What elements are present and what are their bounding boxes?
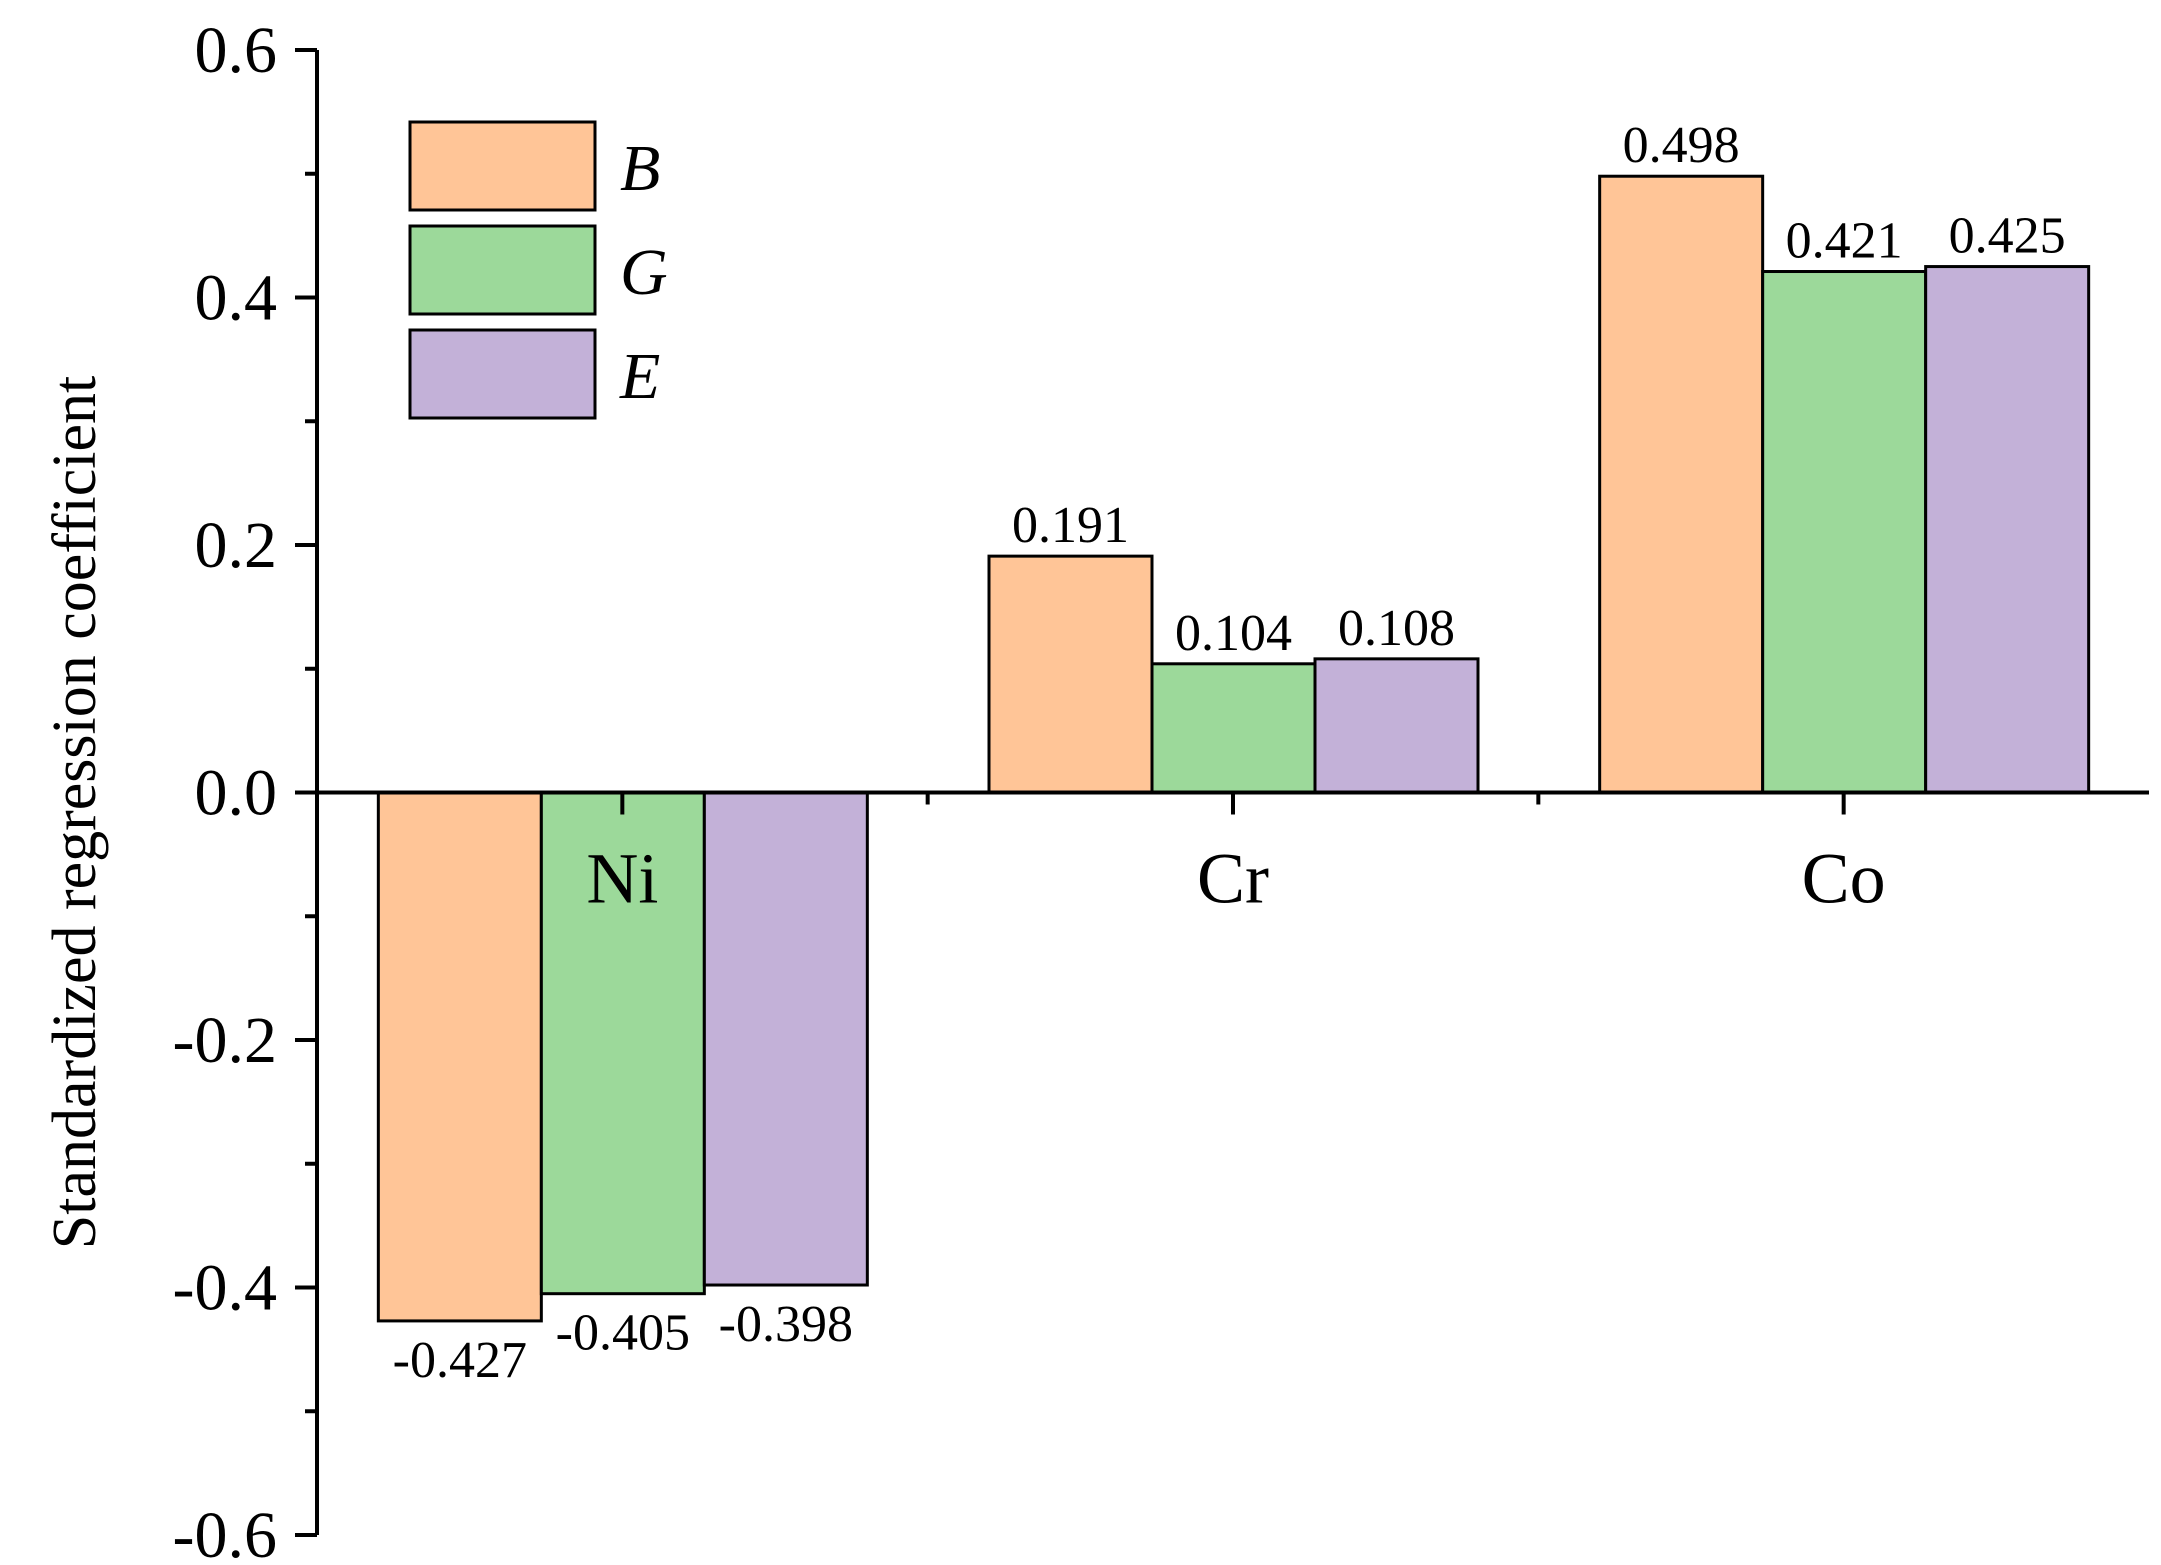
- y-tick-label: -0.6: [173, 1499, 277, 1565]
- x-category-label-cr: Cr: [1197, 839, 1269, 919]
- y-tick-label: 0.2: [195, 509, 278, 582]
- bar-ni-e: [702, 791, 869, 1287]
- data-label-ni-e: -0.398: [719, 1296, 853, 1353]
- bar-cr-b: [987, 554, 1154, 795]
- bar-cr-e: [1313, 657, 1480, 794]
- data-label-co-g: 0.421: [1786, 213, 1903, 270]
- data-label-co-e: 0.425: [1949, 208, 2066, 265]
- y-tick-label: 0.6: [195, 14, 278, 87]
- legend: BGE: [408, 120, 668, 420]
- bar-co-e: [1924, 265, 2091, 794]
- x-category-label-ni: Ni: [586, 839, 658, 919]
- legend-swatch-b: [408, 120, 597, 212]
- legend-swatch-e: [408, 328, 597, 420]
- y-tick-label: -0.4: [173, 1252, 277, 1325]
- data-label-cr-b: 0.191: [1012, 497, 1129, 554]
- x-category-label-co: Co: [1802, 839, 1886, 919]
- bar-cr-g: [1150, 662, 1317, 794]
- data-label-ni-g: -0.405: [556, 1305, 690, 1362]
- data-label-cr-g: 0.104: [1175, 605, 1292, 662]
- bars-layer: [376, 174, 2091, 1323]
- legend-label-b: B: [620, 132, 660, 205]
- y-tick-label: 0.4: [195, 262, 278, 335]
- axes-layer: -0.6 -0.4 -0.2 0.0 0.2 0.4 0.6 Ni Cr Co Standardiz…: [41, 14, 2149, 1565]
- legend-label-e: E: [619, 340, 660, 413]
- bar-ni-b: [376, 791, 543, 1323]
- bar-co-g: [1761, 270, 1928, 794]
- bar-co-b: [1598, 174, 1765, 795]
- bar-ni-g: [539, 791, 706, 1296]
- legend-swatch-g: [408, 224, 597, 316]
- labels-layer: -0.427 -0.405 -0.398 0.191 0.104 0.108 0.498 0.…: [393, 117, 2066, 1389]
- data-label-co-b: 0.498: [1623, 117, 1740, 174]
- y-tick-label: -0.2: [173, 1004, 277, 1077]
- data-label-ni-b: -0.427: [393, 1332, 527, 1389]
- data-label-cr-e: 0.108: [1338, 600, 1455, 657]
- y-axis-title: Standardized regression coefficient: [41, 376, 109, 1249]
- y-tick-label: 0.0: [195, 757, 278, 830]
- legend-label-g: G: [620, 236, 668, 309]
